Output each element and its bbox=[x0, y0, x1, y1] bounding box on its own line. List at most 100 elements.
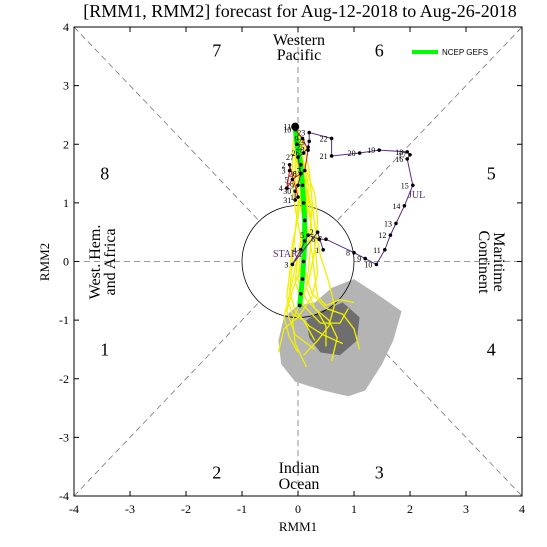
observed-point bbox=[296, 183, 300, 188]
phase-label: 4 bbox=[487, 339, 496, 359]
chart-title: [RMM1, RMM2] forecast for Aug-12-2018 to… bbox=[83, 1, 516, 21]
diagonal-line-sw bbox=[73, 302, 259, 497]
observed-point bbox=[293, 198, 298, 202]
observed-day-label: 3 bbox=[284, 260, 288, 269]
phase-label: 1 bbox=[100, 339, 109, 359]
x-tick-label: 3 bbox=[463, 502, 469, 516]
observed-day-label: 1 bbox=[315, 246, 319, 255]
x-tick-label: 1 bbox=[351, 502, 357, 516]
phase-label: 3 bbox=[375, 463, 384, 483]
region-label-indian-ocean: Indian Ocean bbox=[279, 460, 320, 493]
observed-point bbox=[363, 256, 368, 261]
legend-label-ncep-gefs: NCEP GEFS bbox=[442, 48, 488, 57]
region-label-left-line1: West. Hem. bbox=[87, 225, 104, 300]
observed-point bbox=[402, 204, 407, 208]
observed-day-label: 6 bbox=[311, 235, 315, 244]
observed-day-label: 30 bbox=[283, 187, 291, 196]
recent-point bbox=[300, 136, 305, 141]
observed-day-label: 19 bbox=[367, 146, 375, 155]
observed-point bbox=[315, 230, 320, 234]
observed-point bbox=[388, 233, 393, 237]
recent-day-label: 3 bbox=[282, 167, 286, 176]
observed-day-label: 8 bbox=[346, 249, 350, 258]
phase-label: 8 bbox=[100, 164, 109, 184]
observed-point bbox=[317, 237, 322, 242]
ensemble-mean-point bbox=[301, 259, 306, 264]
recent-day-label: 4 bbox=[279, 184, 283, 193]
observed-day-label: 20 bbox=[348, 149, 356, 158]
recent-day-label: 2 bbox=[282, 161, 286, 170]
observed-day-label: 22 bbox=[320, 134, 328, 143]
region-label-right-line1: Maritime bbox=[490, 232, 507, 292]
observed-day-label: 26 bbox=[292, 149, 300, 158]
observed-day-label: 16 bbox=[395, 155, 403, 164]
observed-day-label: 25 bbox=[296, 143, 304, 152]
phase-label: 5 bbox=[487, 164, 496, 184]
observed-day-label: 12 bbox=[378, 231, 386, 240]
observed-point bbox=[306, 233, 310, 237]
region-label-bottom-line2: Ocean bbox=[279, 476, 320, 493]
observed-day-label: 13 bbox=[384, 219, 392, 228]
region-label-maritime-continent: Maritime Continent bbox=[475, 230, 507, 294]
observed-day-label: 28 bbox=[289, 170, 297, 179]
x-axis-label: RMM1 bbox=[279, 519, 317, 534]
recent-day-label: 1 bbox=[290, 193, 294, 202]
observed-point bbox=[321, 247, 326, 252]
observed-day-label: 15 bbox=[401, 181, 409, 190]
x-tick-label: 0 bbox=[295, 502, 301, 516]
recent-point bbox=[290, 177, 295, 182]
ensemble-member-line bbox=[286, 126, 316, 341]
region-label-left-line2: and Africa bbox=[102, 228, 119, 295]
ensemble-spread bbox=[278, 279, 402, 397]
legend: NCEP GEFS bbox=[412, 48, 488, 57]
region-label-top-line2: Pacific bbox=[277, 47, 321, 64]
recent-day-label: 9 bbox=[294, 134, 298, 143]
phase-label: 6 bbox=[375, 40, 384, 60]
observed-point bbox=[296, 155, 300, 159]
ensemble-mean-point bbox=[301, 201, 306, 205]
observed-point bbox=[324, 237, 328, 242]
y-tick-label: 3 bbox=[63, 79, 69, 93]
current-position-marker bbox=[291, 122, 300, 131]
observed-point bbox=[307, 139, 312, 144]
observed-point bbox=[383, 247, 387, 252]
observed-day-label: 14 bbox=[392, 202, 400, 211]
y-tick-label: -4 bbox=[59, 489, 69, 503]
recent-point bbox=[302, 168, 307, 173]
recent-day-label: 10 bbox=[283, 126, 291, 135]
y-tick-label: 1 bbox=[63, 196, 69, 210]
start-label: START bbox=[273, 249, 303, 260]
y-tick-label: -3 bbox=[59, 430, 69, 444]
ensemble-mean-point bbox=[295, 142, 299, 147]
x-tick-label: -4 bbox=[69, 502, 79, 516]
observed-day-label: 21 bbox=[320, 152, 328, 161]
observed-day-label: 31 bbox=[283, 196, 291, 205]
ensemble-mean-point bbox=[299, 291, 303, 296]
recent-point bbox=[299, 171, 303, 176]
x-tick-label: 2 bbox=[407, 502, 413, 516]
observed-point bbox=[408, 153, 412, 157]
observed-day-label: 10 bbox=[364, 260, 372, 269]
observed-point bbox=[299, 247, 303, 252]
observed-day-label: 7 bbox=[318, 235, 322, 244]
ensemble-mean-point bbox=[300, 277, 305, 281]
recent-point bbox=[296, 195, 300, 199]
observed-day-label: 18 bbox=[395, 148, 403, 157]
observed-day-label: 9 bbox=[357, 255, 361, 264]
region-label-bottom-line1: Indian bbox=[279, 460, 320, 477]
observed-day-label: 27 bbox=[286, 153, 294, 162]
observed-point bbox=[329, 154, 334, 158]
observed-point bbox=[329, 136, 334, 141]
recent-point bbox=[287, 162, 292, 167]
region-label-west-hem-africa: West. Hem. and Africa bbox=[87, 225, 119, 300]
recent-day-label: 6 bbox=[293, 170, 297, 179]
phase-label: 2 bbox=[212, 463, 221, 483]
observed-point bbox=[307, 130, 312, 135]
observed-day-label: 11 bbox=[373, 246, 381, 255]
recent-day-label: 7 bbox=[297, 167, 301, 176]
x-tick-label: -3 bbox=[125, 502, 135, 516]
observed-day-label: 24 bbox=[297, 137, 305, 146]
